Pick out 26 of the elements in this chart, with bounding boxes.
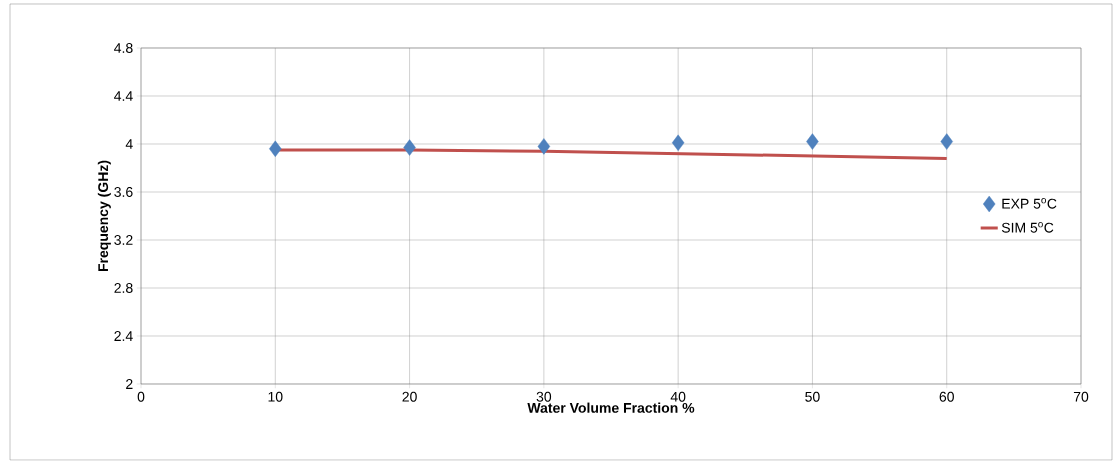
point: [806, 133, 819, 150]
x-tick-label: 60: [939, 391, 954, 402]
y-tick-label: 4.4: [114, 91, 133, 101]
point: [940, 133, 953, 150]
y-axis-title: Frequency (GHz): [97, 160, 111, 272]
x-tick-label: 10: [268, 391, 283, 402]
point: [537, 138, 551, 155]
point: [269, 140, 282, 157]
legend-label: EXP 5$^{o}$C: [1002, 198, 1057, 209]
y-tick-label: 2.4: [114, 331, 133, 341]
legend-label: SIM 5$^{o}$C: [1001, 222, 1054, 233]
y-tick-label: 4.8: [114, 43, 133, 53]
x-tick-label: 70: [1073, 391, 1089, 402]
point: [671, 134, 685, 151]
x-tick-label: 30: [536, 391, 552, 402]
x-tick-label: 0: [137, 391, 145, 402]
x-axis-title: Water Volume Fraction %: [527, 402, 695, 413]
y-tick-label: 4: [125, 139, 133, 149]
x-tick-label: 50: [805, 391, 820, 402]
y-tick-label: 3.6: [114, 187, 133, 197]
x-tick-label: 40: [670, 391, 686, 402]
y-tick-label: 2.8: [114, 283, 133, 293]
point: [403, 139, 416, 156]
x-tick-label: 20: [402, 391, 417, 402]
y-tick-label: 3.2: [114, 235, 133, 245]
y-tick-label: 2: [126, 379, 133, 389]
